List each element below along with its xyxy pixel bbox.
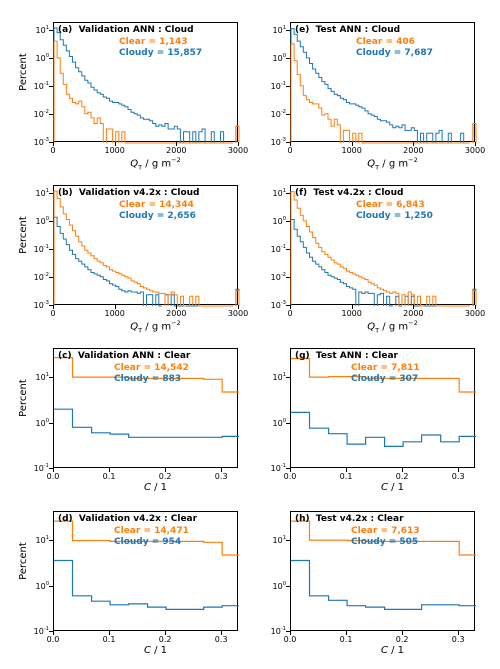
panel-title: (d) Validation v4.2x : Clear xyxy=(58,514,197,525)
x-label: QT / g m−2 xyxy=(353,156,433,171)
y-label: Percent xyxy=(18,531,29,591)
panel-title: (b) Validation v4.2x : Cloud xyxy=(58,188,199,199)
panel-legend: Clear = 14,344Cloudy = 2,656 xyxy=(119,200,196,222)
panel-h: (h) Test v4.2x : ClearClear = 7,613Cloud… xyxy=(290,511,475,631)
panel-title: (c) Validation ANN : Clear xyxy=(58,351,190,362)
panel-title: (f) Test v4.2x : Cloud xyxy=(295,188,403,199)
x-label: QT / g m−2 xyxy=(116,156,196,171)
x-label: C / 1 xyxy=(353,482,433,493)
x-label: QT / g m−2 xyxy=(353,319,433,334)
panel-legend: Clear = 7,811Cloudy = 307 xyxy=(351,363,420,385)
panel-title: (e) Test ANN : Cloud xyxy=(295,25,400,36)
y-label: Percent xyxy=(18,368,29,428)
panel-legend: Clear = 7,613Cloudy = 505 xyxy=(351,526,420,548)
panel-legend: Clear = 14,471Cloudy = 954 xyxy=(114,526,189,548)
panel-a: (a) Validation ANN : CloudClear = 1,143C… xyxy=(53,22,238,142)
panel-b: (b) Validation v4.2x : CloudClear = 14,3… xyxy=(53,185,238,305)
x-label: QT / g m−2 xyxy=(116,319,196,334)
panel-legend: Clear = 1,143Cloudy = 15,857 xyxy=(119,37,202,59)
panel-title: (h) Test v4.2x : Clear xyxy=(295,514,404,525)
panel-e: (e) Test ANN : CloudClear = 406Cloudy = … xyxy=(290,22,475,142)
panel-c: (c) Validation ANN : ClearClear = 14,542… xyxy=(53,348,238,468)
panel-legend: Clear = 406Cloudy = 7,687 xyxy=(356,37,433,59)
panel-f: (f) Test v4.2x : CloudClear = 6,843Cloud… xyxy=(290,185,475,305)
panel-d: (d) Validation v4.2x : ClearClear = 14,4… xyxy=(53,511,238,631)
panel-legend: Clear = 14,542Cloudy = 883 xyxy=(114,363,189,385)
panel-title: (a) Validation ANN : Cloud xyxy=(58,25,194,36)
panel-g: (g) Test ANN : ClearClear = 7,811Cloudy … xyxy=(290,348,475,468)
y-label: Percent xyxy=(18,42,29,102)
y-label: Percent xyxy=(18,205,29,265)
x-label: C / 1 xyxy=(353,645,433,656)
figure: (a) Validation ANN : CloudClear = 1,143C… xyxy=(0,0,500,669)
x-label: C / 1 xyxy=(116,645,196,656)
panel-title: (g) Test ANN : Clear xyxy=(295,351,398,362)
panel-legend: Clear = 6,843Cloudy = 1,250 xyxy=(356,200,433,222)
x-label: C / 1 xyxy=(116,482,196,493)
